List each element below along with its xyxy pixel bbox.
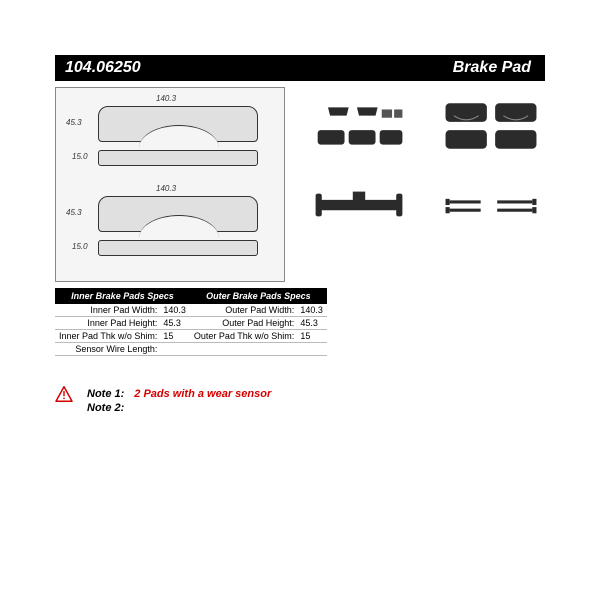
spec-key: Inner Pad Thk w/o Shim: [55,330,161,343]
spec-key: Outer Pad Width: [190,304,298,317]
note2-key: Note 2: [83,402,128,414]
part-number: 104.06250 [55,55,151,81]
spec-key: Sensor Wire Length: [55,343,161,356]
product-type: Brake Pad [439,55,545,81]
spec-key: Outer Pad Height: [190,317,298,330]
note1-key: Note 1: [83,388,128,400]
note1-val: 2 Pads with a wear sensor [130,388,275,400]
spec-key [190,343,298,356]
dim-height-2: 45.3 [66,208,82,217]
dim-thk-1: 15.0 [72,152,88,161]
product-photo-clips [437,173,545,235]
product-photo-pads [437,95,545,157]
spec-val [161,343,190,356]
spec-key: Inner Pad Width: [55,304,161,317]
specs-table: Inner Brake Pads Specs Outer Brake Pads … [55,288,327,356]
dim-width-2: 140.3 [156,184,176,193]
note2-val [130,402,275,414]
dim-height-1: 45.3 [66,118,82,127]
spec-val: 45.3 [161,317,190,330]
warning-icon [55,386,73,402]
spec-key: Outer Pad Thk w/o Shim: [190,330,298,343]
spec-val: 15 [161,330,190,343]
spec-key: Inner Pad Height: [55,317,161,330]
header-bar: 104.06250 Brake Pad [55,55,545,81]
dim-width-1: 140.3 [156,94,176,103]
notes-section: Note 1: 2 Pads with a wear sensor Note 2… [55,386,545,416]
technical-diagram: 140.3 45.3 15.0 140.3 45.3 15.0 [55,87,285,282]
dim-thk-2: 15.0 [72,242,88,251]
spec-val: 140.3 [161,304,190,317]
product-photo-bracket [305,173,413,235]
product-photo-hardware [305,95,413,157]
product-photos [305,87,545,356]
inner-specs-header: Inner Brake Pads Specs [55,288,190,304]
